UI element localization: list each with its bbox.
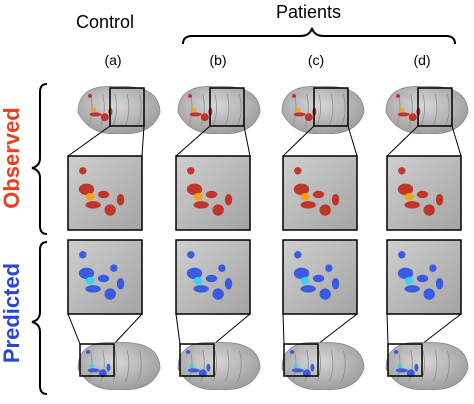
predicted-brace bbox=[31, 241, 48, 395]
column-label-c: (c) bbox=[307, 52, 325, 68]
column-label-a: (a) bbox=[104, 52, 122, 68]
brain-column-c bbox=[281, 86, 365, 391]
observed-brace bbox=[31, 83, 48, 235]
column-label-d: (d) bbox=[413, 52, 431, 68]
patients-brace bbox=[182, 27, 456, 45]
brain-column-d bbox=[385, 86, 469, 391]
brain-column-a bbox=[67, 86, 161, 391]
column-label-b: (b) bbox=[209, 52, 227, 68]
brain-column-b bbox=[175, 86, 261, 391]
header-patients: Patients bbox=[276, 2, 342, 22]
header-control: Control bbox=[76, 12, 135, 32]
